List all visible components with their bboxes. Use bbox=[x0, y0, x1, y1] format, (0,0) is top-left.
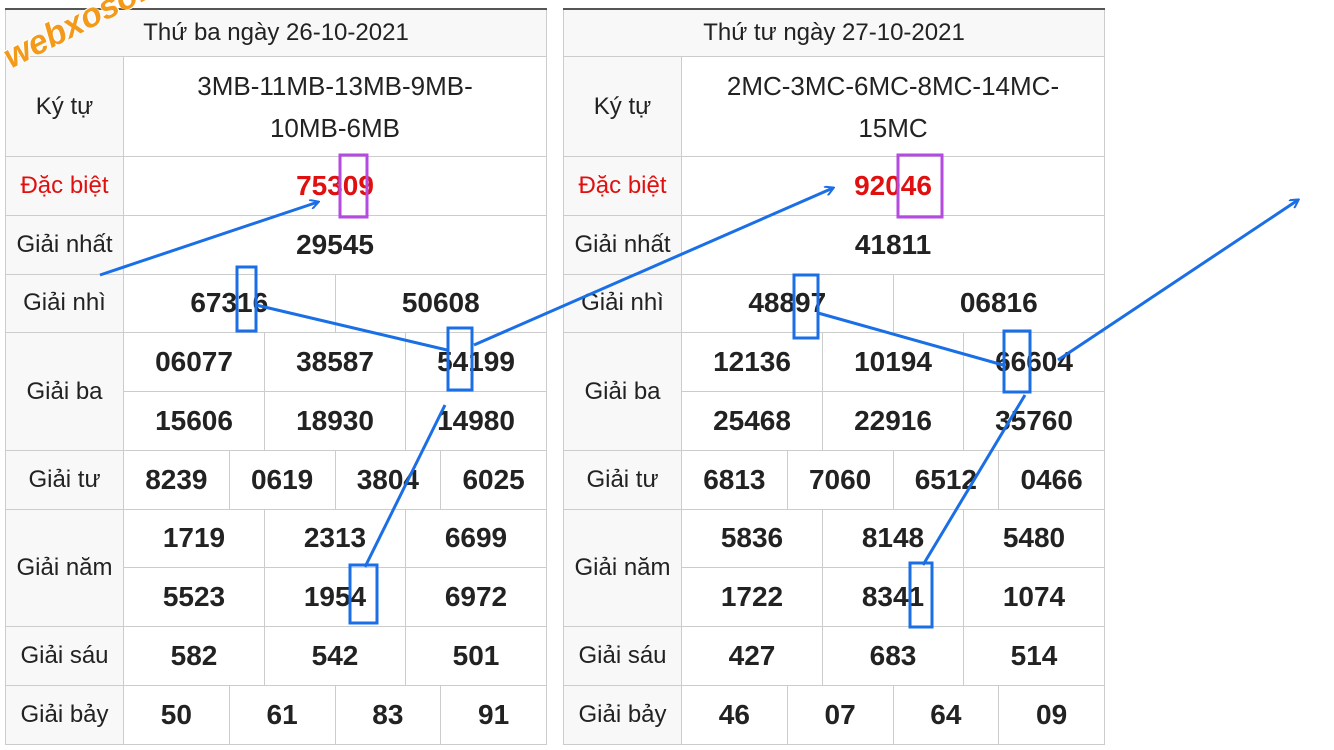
prize-number: 06077 bbox=[124, 333, 265, 392]
prize-label: Giải năm bbox=[5, 509, 124, 627]
prize-number: 0619 bbox=[229, 450, 336, 510]
prize-number: 8341 bbox=[823, 568, 964, 627]
highlight-box bbox=[348, 563, 379, 625]
prize-number: 1722 bbox=[682, 568, 823, 627]
prize-label: Đặc biệt bbox=[5, 157, 124, 216]
highlight-box bbox=[908, 561, 934, 629]
prize-label: Giải năm bbox=[563, 509, 682, 627]
prize-label: Ký tự bbox=[5, 57, 124, 157]
prize-label: Giải nhì bbox=[5, 274, 124, 334]
prize-label: Đặc biệt bbox=[563, 157, 682, 216]
prize-number: 46 bbox=[682, 685, 788, 745]
prize-number: 6699 bbox=[406, 509, 547, 569]
prize-number: 2313 bbox=[265, 509, 406, 569]
prize-number: 92046 bbox=[682, 157, 1105, 216]
prize-number: 14980 bbox=[406, 392, 547, 451]
prize-number: 501 bbox=[406, 627, 547, 686]
prize-number: 75309 bbox=[124, 157, 547, 216]
prize-number: 54199 bbox=[406, 333, 547, 392]
prize-number: 5523 bbox=[124, 568, 265, 627]
prize-number: 6972 bbox=[406, 568, 547, 627]
prize-number: 64 bbox=[893, 685, 1000, 745]
prize-label: Giải sáu bbox=[5, 627, 124, 686]
prize-number: 25468 bbox=[682, 392, 823, 451]
prize-number: 427 bbox=[682, 627, 823, 686]
prize-label: Ký tự bbox=[563, 57, 682, 157]
prize-number: 6025 bbox=[441, 450, 547, 510]
prize-number: 12136 bbox=[682, 333, 823, 392]
highlight-box bbox=[896, 153, 944, 219]
prize-number: 5480 bbox=[964, 509, 1105, 569]
prize-label: Giải bảy bbox=[563, 685, 682, 745]
prize-label: Giải nhất bbox=[563, 215, 682, 275]
connector bbox=[921, 394, 1027, 566]
prize-number: 91 bbox=[441, 685, 547, 745]
prize-number: 15606 bbox=[124, 392, 265, 451]
prize-number: 50608 bbox=[335, 274, 547, 334]
arrow bbox=[473, 188, 833, 347]
prize-label: Giải bảy bbox=[5, 685, 124, 745]
prize-label: Giải sáu bbox=[563, 627, 682, 686]
prize-number: 542 bbox=[265, 627, 406, 686]
prize-number: 22916 bbox=[823, 392, 964, 451]
prize-label: Giải tư bbox=[563, 450, 682, 510]
prize-number: 8148 bbox=[823, 509, 964, 569]
prize-number: 61 bbox=[229, 685, 336, 745]
highlight-box bbox=[446, 326, 474, 392]
highlight-box bbox=[338, 153, 369, 219]
prize-number: 83 bbox=[335, 685, 442, 745]
connector bbox=[255, 303, 448, 352]
arrow bbox=[1057, 200, 1298, 362]
prize-number: 66604 bbox=[964, 333, 1105, 392]
prize-label: Giải nhì bbox=[563, 274, 682, 334]
table-header: Thứ ba ngày 26-10-2021 bbox=[5, 10, 547, 57]
arrow bbox=[99, 202, 318, 277]
prize-number: 6813 bbox=[682, 450, 788, 510]
highlight-box bbox=[235, 265, 258, 333]
prize-number: 1954 bbox=[265, 568, 406, 627]
prize-number: 18930 bbox=[265, 392, 406, 451]
prize-number: 582 bbox=[124, 627, 265, 686]
prize-label: Giải nhất bbox=[5, 215, 124, 275]
result-table: Thứ ba ngày 26-10-2021 Ký tự 3MB-11MB-13MB… bbox=[5, 8, 547, 745]
prize-number: 10194 bbox=[823, 333, 964, 392]
prize-number: 5836 bbox=[682, 509, 823, 569]
prize-label: Giải ba bbox=[563, 333, 682, 451]
connector bbox=[817, 311, 1004, 367]
connector bbox=[363, 404, 447, 568]
prize-number: 38587 bbox=[265, 333, 406, 392]
code-text: 2MC-3MC-6MC-8MC-14MC-15MC bbox=[682, 57, 1105, 157]
table-header: Thứ tư ngày 27-10-2021 bbox=[563, 10, 1105, 57]
prize-number: 683 bbox=[823, 627, 964, 686]
prize-number: 41811 bbox=[682, 215, 1105, 275]
result-table: Thứ tư ngày 27-10-2021 Ký tự 2MC-3MC-6MC-8… bbox=[563, 8, 1105, 745]
prize-number: 29545 bbox=[124, 215, 547, 275]
prize-number: 48897 bbox=[682, 274, 894, 334]
prize-number: 1074 bbox=[964, 568, 1105, 627]
prize-number: 06816 bbox=[893, 274, 1105, 334]
prize-number: 514 bbox=[964, 627, 1105, 686]
prize-number: 0466 bbox=[999, 450, 1105, 510]
highlight-box bbox=[792, 273, 820, 340]
prize-number: 07 bbox=[787, 685, 894, 745]
prize-number: 8239 bbox=[124, 450, 230, 510]
prize-number: 50 bbox=[124, 685, 230, 745]
prize-label: Giải tư bbox=[5, 450, 124, 510]
prize-number: 1719 bbox=[124, 509, 265, 569]
prize-label: Giải ba bbox=[5, 333, 124, 451]
highlight-box bbox=[1002, 329, 1032, 394]
prize-number: 7060 bbox=[787, 450, 894, 510]
code-text: 3MB-11MB-13MB-9MB-10MB-6MB bbox=[124, 57, 547, 157]
prize-number: 09 bbox=[999, 685, 1105, 745]
